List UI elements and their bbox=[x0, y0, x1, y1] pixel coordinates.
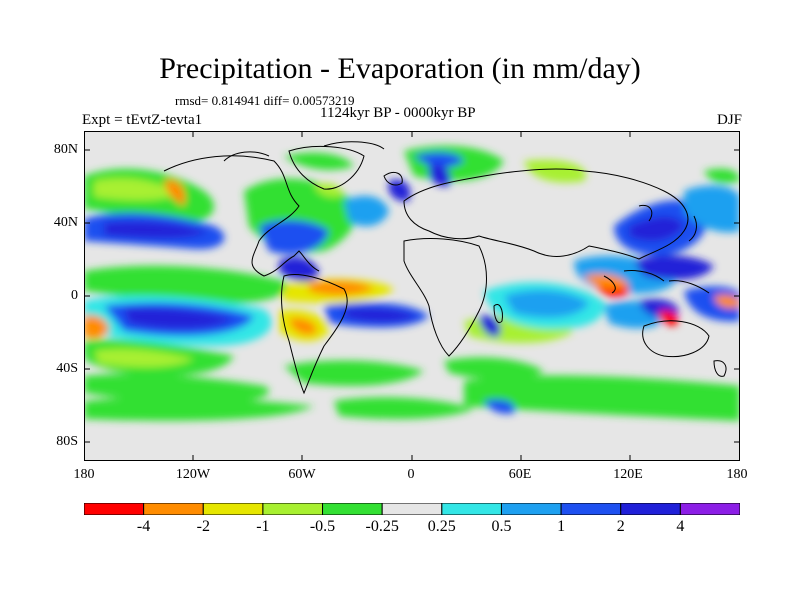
colorbar-box bbox=[262, 503, 324, 515]
colorbar bbox=[84, 503, 740, 515]
x-tick-label: 120E bbox=[613, 467, 643, 482]
colorbar-box bbox=[143, 503, 204, 515]
x-tick-label: 60W bbox=[288, 467, 316, 482]
figure-title: Precipitation - Evaporation (in mm/day) bbox=[159, 52, 641, 85]
colorbar-box bbox=[560, 503, 622, 515]
season-label: DJF bbox=[716, 112, 742, 128]
colorbar-box bbox=[84, 503, 145, 515]
colorbar-label: -2 bbox=[196, 518, 210, 535]
x-tick-label: 0 bbox=[407, 467, 415, 482]
colorbar-box bbox=[679, 503, 740, 515]
experiment-label: Expt = tEvtZ-tevta1 bbox=[82, 112, 203, 128]
y-tick-label: 80N bbox=[53, 142, 78, 157]
colorbar-label: 0.25 bbox=[427, 518, 456, 535]
tick-marks bbox=[84, 131, 740, 461]
stats-text: rmsd= 0.814941 diff= 0.00573219 bbox=[175, 93, 355, 108]
colorbar-label: -0.5 bbox=[309, 518, 336, 535]
y-tick-label: 0 bbox=[71, 288, 78, 303]
colorbar-label: -0.25 bbox=[365, 518, 399, 535]
x-tick-label: 180 bbox=[73, 467, 95, 482]
colorbar-box bbox=[441, 503, 502, 515]
colorbar-box bbox=[381, 503, 443, 515]
y-tick-label: 80S bbox=[56, 434, 78, 449]
y-tick-label: 40S bbox=[56, 361, 78, 376]
colorbar-box bbox=[500, 503, 562, 515]
colorbar-box bbox=[322, 503, 383, 515]
period-label: 1124kyr BP - 0000kyr BP bbox=[320, 105, 476, 121]
coastlines bbox=[163, 141, 727, 395]
colorbar-label: 0.5 bbox=[491, 518, 512, 535]
colorbar-label: -1 bbox=[256, 518, 270, 535]
x-tick-label: 60E bbox=[508, 467, 532, 482]
colorbar-box bbox=[202, 503, 264, 515]
x-tick-label: 120W bbox=[175, 467, 211, 482]
world-map bbox=[84, 131, 740, 461]
x-tick-label: 180 bbox=[726, 467, 748, 482]
colorbar-label: -4 bbox=[136, 518, 151, 535]
colorbar-label: 4 bbox=[676, 518, 685, 535]
colorbar-label: 2 bbox=[616, 518, 625, 535]
y-tick-label: 40N bbox=[53, 215, 78, 230]
colorbar-box bbox=[620, 503, 681, 515]
colorbar-label: 1 bbox=[557, 518, 566, 535]
